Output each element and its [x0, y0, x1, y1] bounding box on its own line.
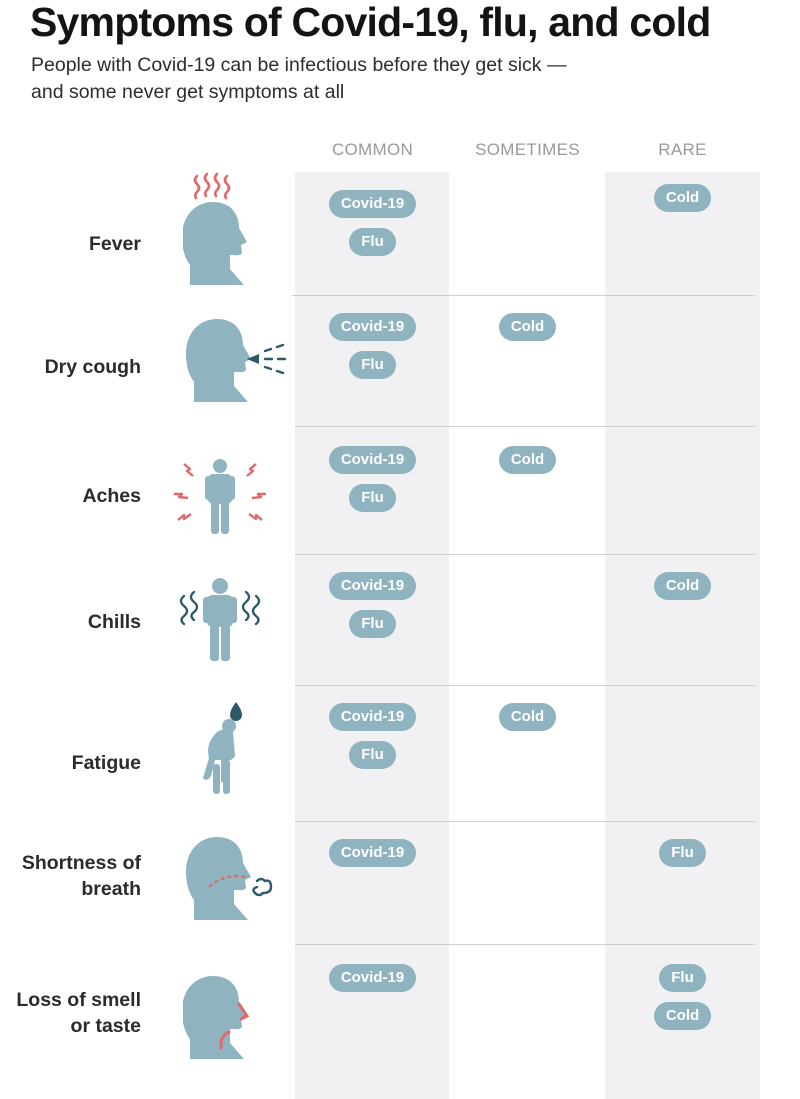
symptom-row: Aches Covid-19 Flu Cold — [0, 428, 800, 554]
illness-badge: Flu — [349, 741, 396, 769]
cell-common: Covid-19 Flu — [295, 703, 450, 769]
symptom-row: Fever Covid-19 Flu Cold — [0, 172, 800, 295]
subtitle-line-2: and some never get symptoms at all — [31, 81, 345, 103]
row-divider — [295, 685, 755, 686]
illness-badge: Cold — [653, 184, 712, 212]
row-divider — [295, 554, 755, 555]
cell-common: Covid-19 — [295, 964, 450, 992]
illness-badge: Flu — [349, 228, 396, 256]
symptom-label: Aches — [82, 485, 141, 507]
illness-badge: Cold — [498, 446, 557, 474]
cell-sometimes: Cold — [450, 446, 605, 474]
row-divider — [295, 821, 755, 822]
chills-icon — [170, 576, 270, 671]
fever-icon — [182, 172, 263, 297]
fatigue-icon — [195, 702, 255, 807]
illness-badge: Covid-19 — [328, 446, 417, 474]
illness-badge: Flu — [659, 839, 706, 867]
subtitle: People with Covid-19 can be infectious b… — [31, 52, 671, 106]
illness-badge: Covid-19 — [328, 190, 417, 218]
symptom-row: Loss of smell or taste Covid-19 Flu Cold — [0, 946, 800, 1096]
illness-badge: Covid-19 — [328, 572, 417, 600]
illness-badge: Flu — [349, 351, 396, 379]
illness-badge: Covid-19 — [328, 703, 417, 731]
cell-rare: Flu — [605, 839, 760, 867]
subtitle-line-1: People with Covid-19 can be infectious b… — [31, 54, 567, 76]
illness-badge: Flu — [349, 610, 396, 638]
symptom-label: Shortness of breath — [21, 852, 141, 900]
cell-rare: Cold — [605, 572, 760, 600]
cough-icon — [183, 317, 293, 422]
illness-badge: Covid-19 — [328, 313, 417, 341]
symptom-label: Chills — [87, 611, 141, 633]
illness-badge: Cold — [653, 572, 712, 600]
symptom-label: Fever — [88, 233, 141, 255]
page-title: Symptoms of Covid-19, flu, and cold — [30, 0, 711, 45]
row-divider — [295, 944, 755, 945]
symptom-row: Fatigue Covid-19 Flu Cold — [0, 687, 800, 821]
row-divider — [292, 295, 755, 296]
illness-badge: Covid-19 — [328, 964, 417, 992]
symptom-row: Chills Covid-19 Flu Cold — [0, 556, 800, 685]
smell-icon — [182, 974, 263, 1079]
column-header-rare: RARE — [658, 140, 707, 159]
symptom-row: Dry cough Covid-19 Flu Cold — [0, 297, 800, 426]
symptom-label: Fatigue — [71, 752, 141, 774]
illness-badge: Cold — [498, 313, 557, 341]
illness-badge: Cold — [498, 703, 557, 731]
cell-rare: Cold — [605, 184, 760, 212]
illness-badge: Flu — [349, 484, 396, 512]
row-divider — [295, 426, 755, 427]
breath-icon — [183, 835, 283, 940]
cell-common: Covid-19 Flu — [295, 313, 450, 379]
column-header-common: COMMON — [331, 140, 414, 159]
cell-rare: Flu Cold — [605, 964, 760, 1030]
symptom-label: Dry cough — [44, 356, 141, 378]
symptom-row: Shortness of breath Covid-19 Flu — [0, 823, 800, 944]
cell-common: Covid-19 Flu — [295, 446, 450, 512]
cell-common: Covid-19 Flu — [295, 572, 450, 638]
symptom-label: Loss of smell or taste — [16, 989, 141, 1037]
illness-badge: Covid-19 — [328, 839, 417, 867]
column-header-sometimes: SOMETIMES — [475, 140, 580, 159]
cell-sometimes: Cold — [450, 703, 605, 731]
aches-icon — [170, 458, 270, 543]
cell-common: Covid-19 Flu — [295, 190, 450, 256]
cell-sometimes: Cold — [450, 313, 605, 341]
cell-common: Covid-19 — [295, 839, 450, 867]
illness-badge: Cold — [653, 1002, 712, 1030]
illness-badge: Flu — [659, 964, 706, 992]
